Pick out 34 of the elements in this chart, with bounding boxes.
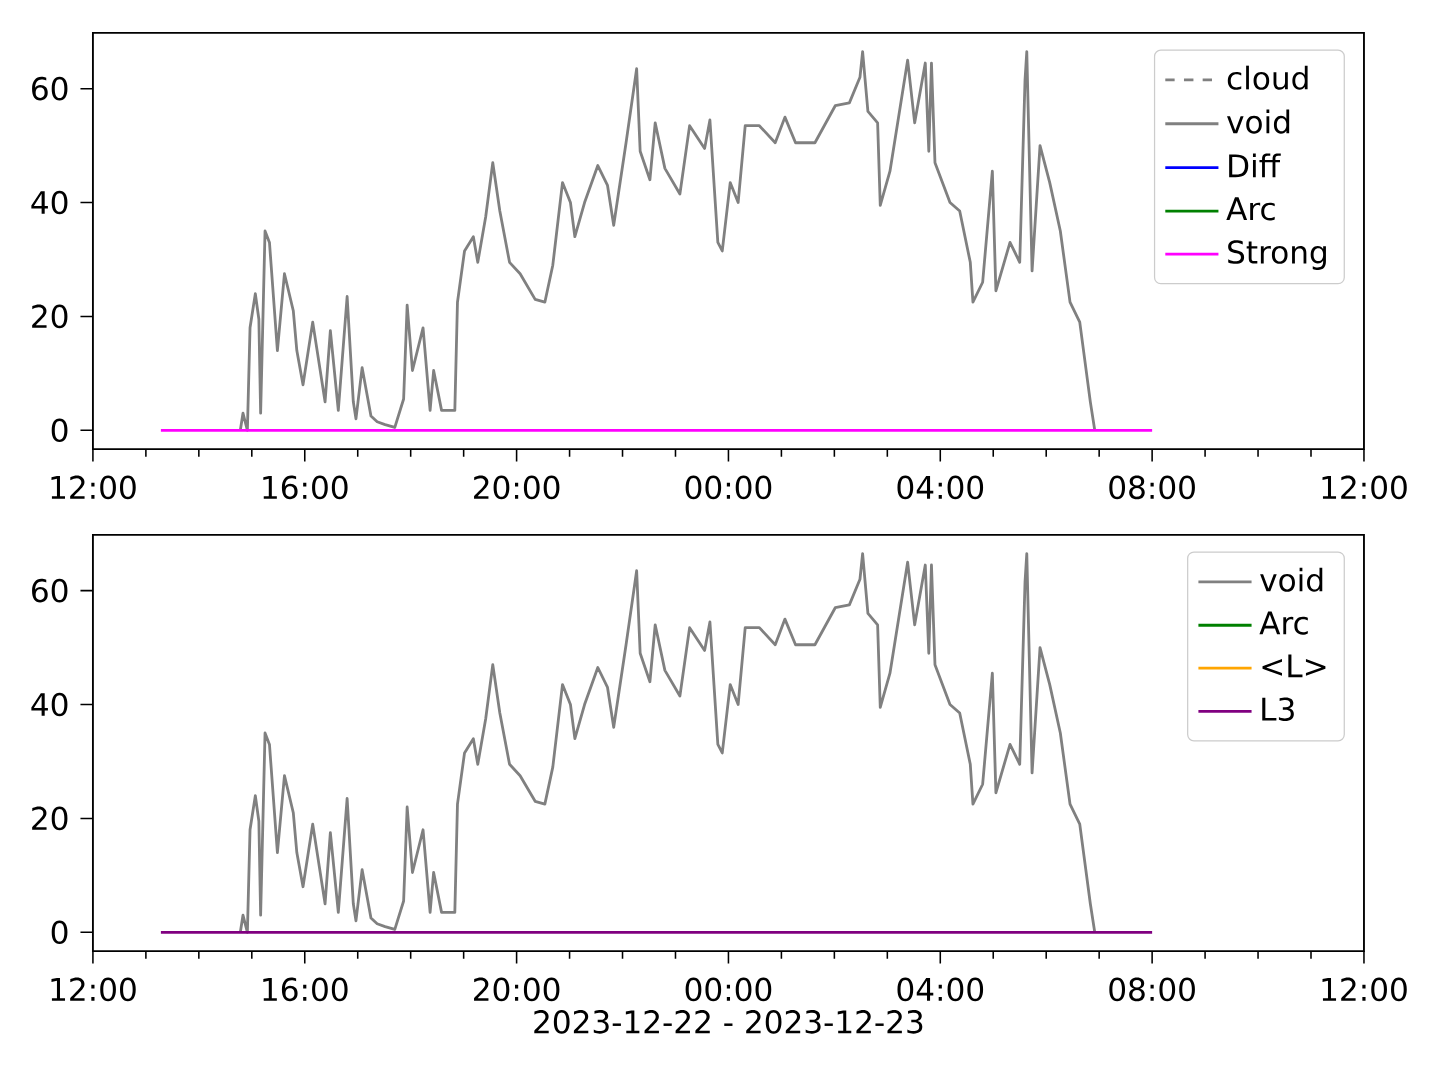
legend-label: void	[1227, 109, 1290, 134]
legend-label: L3	[1262, 697, 1294, 721]
x-tick-label: 04:00	[897, 475, 984, 500]
x-tick-label: 20:00	[474, 475, 560, 500]
legend-label: <L>	[1262, 654, 1326, 678]
y-tick-label: 40	[31, 692, 68, 717]
y-tick-label: 20	[32, 304, 68, 329]
x-tick-label: 12:00	[51, 977, 136, 1002]
y-tick-label: 60	[32, 578, 68, 603]
legend-label: Arc	[1259, 611, 1308, 635]
x-tick-label: 20:00	[474, 977, 560, 1002]
x-tick-label: 16:00	[263, 475, 348, 500]
y-tick-label: 0	[51, 920, 68, 945]
x-tick-label: 08:00	[1109, 475, 1195, 500]
x-tick-label: 12:00	[1322, 475, 1407, 500]
legend-label: Arc	[1226, 197, 1275, 221]
y-tick-label: 0	[51, 418, 68, 443]
line-series	[238, 50, 1097, 432]
x-tick-label: 12:00	[1322, 977, 1407, 1002]
line-series	[238, 552, 1097, 934]
x-tick-label: 00:00	[685, 475, 772, 500]
y-tick-label: 20	[32, 806, 68, 831]
legend-label: cloud	[1227, 65, 1308, 90]
x-tick-label: 04:00	[897, 977, 984, 1002]
x-tick-label: 16:00	[263, 977, 348, 1002]
legend-label: Diff	[1229, 153, 1281, 178]
x-axis-title: 2023-12-22 - 2023-12-23	[534, 1010, 923, 1034]
legend-label: Strong	[1228, 240, 1326, 270]
legend-label: void	[1260, 567, 1323, 592]
y-tick-label: 60	[32, 76, 68, 101]
x-tick-label: 00:00	[685, 977, 772, 1002]
x-tick-label: 12:00	[51, 475, 136, 500]
x-tick-label: 08:00	[1109, 977, 1195, 1002]
y-tick-label: 40	[31, 190, 68, 215]
